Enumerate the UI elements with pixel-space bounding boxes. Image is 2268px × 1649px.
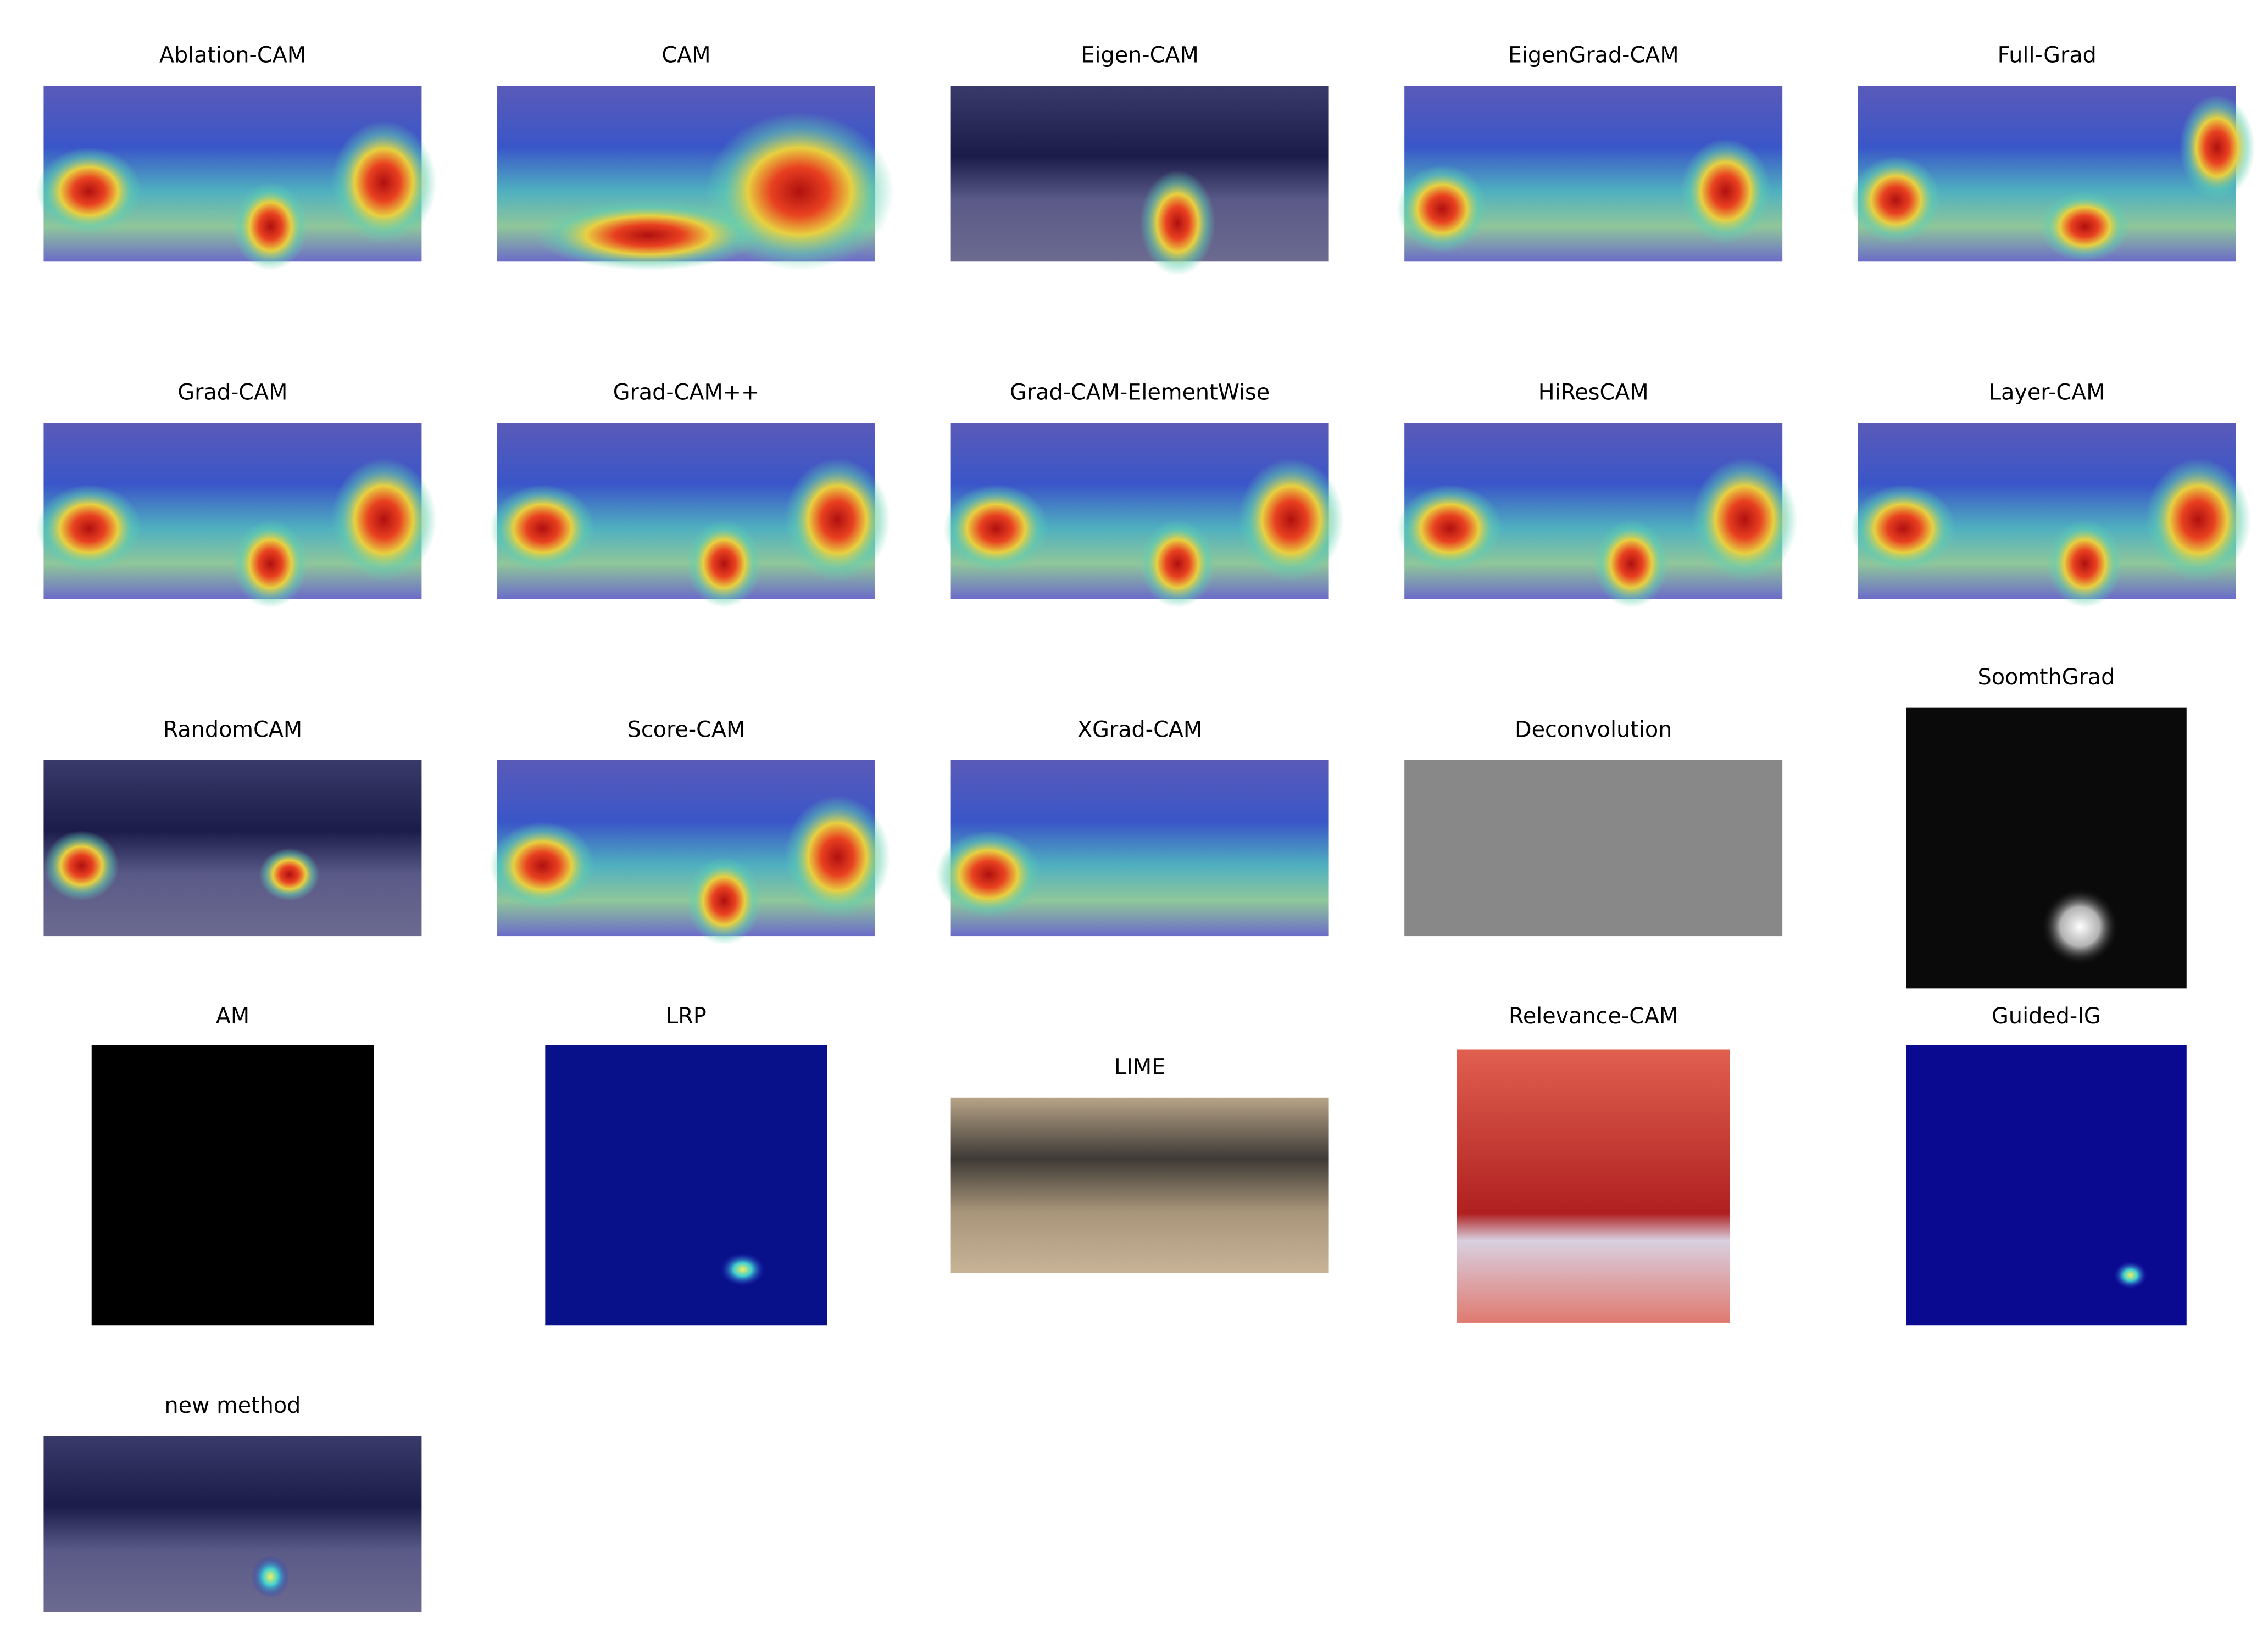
image-base bbox=[545, 1045, 827, 1326]
panel-image bbox=[1850, 86, 2255, 262]
panel-title: Ablation-CAM bbox=[159, 43, 306, 68]
panel-image bbox=[943, 423, 1344, 608]
heat-blob bbox=[943, 484, 1049, 573]
heat-blob bbox=[784, 795, 891, 919]
heat-blob bbox=[43, 830, 120, 901]
panel-title: HiResCAM bbox=[1538, 380, 1649, 405]
panel-image bbox=[490, 760, 891, 945]
panel-image bbox=[545, 1045, 827, 1326]
image-base bbox=[950, 86, 1329, 262]
image-base bbox=[1457, 1049, 1730, 1323]
panel-title: EigenGrad-CAM bbox=[1508, 43, 1679, 68]
panel-image bbox=[43, 760, 422, 937]
panel-image bbox=[490, 423, 891, 608]
heat-blob bbox=[1238, 458, 1344, 582]
panel-title: Score-CAM bbox=[627, 717, 746, 742]
heat-blob bbox=[2113, 1261, 2148, 1289]
heat-blob bbox=[259, 848, 320, 901]
panel-image bbox=[936, 760, 1329, 937]
image-base bbox=[43, 1436, 422, 1612]
heat-blob bbox=[535, 200, 762, 271]
heat-blob bbox=[490, 821, 596, 910]
heat-blob bbox=[1139, 520, 1216, 608]
panel-image bbox=[950, 86, 1329, 276]
heat-blob bbox=[2047, 520, 2123, 608]
heat-blob bbox=[686, 520, 762, 608]
panel-title: RandomCAM bbox=[163, 717, 302, 742]
heat-blob bbox=[490, 484, 596, 573]
panel-image bbox=[1404, 760, 1783, 937]
panel-title: Deconvolution bbox=[1515, 717, 1672, 742]
heat-blob bbox=[1850, 156, 1942, 244]
heat-blob bbox=[1139, 170, 1216, 276]
panel-title: SoomthGrad bbox=[1978, 665, 2115, 690]
panel-image bbox=[1457, 1049, 1730, 1323]
image-base bbox=[91, 1045, 374, 1326]
panel-image bbox=[1906, 707, 2187, 989]
panel-image bbox=[43, 1436, 422, 1612]
image-base bbox=[950, 1097, 1329, 1273]
heat-blob bbox=[784, 458, 891, 582]
panel-image bbox=[1850, 423, 2252, 608]
panel-image bbox=[36, 423, 437, 608]
heat-blob bbox=[1593, 520, 1669, 608]
panel-title: LRP bbox=[666, 1004, 707, 1029]
panel-title: Eigen-CAM bbox=[1081, 43, 1198, 68]
panel-title: new method bbox=[164, 1393, 301, 1418]
heat-blob bbox=[251, 1556, 290, 1598]
heat-blob bbox=[331, 121, 437, 244]
image-base bbox=[1404, 760, 1783, 937]
panel-title: Relevance-CAM bbox=[1509, 1004, 1678, 1029]
heat-blob bbox=[2041, 887, 2120, 966]
panel-title: XGrad-CAM bbox=[1077, 717, 1202, 742]
heat-blob bbox=[2145, 458, 2252, 582]
panel-title: CAM bbox=[662, 43, 710, 68]
panel-title: Grad-CAM bbox=[177, 380, 287, 405]
heat-blob bbox=[232, 520, 309, 608]
panel-image bbox=[497, 86, 894, 271]
panel-title: Guided-IG bbox=[1992, 1004, 2101, 1029]
image-base bbox=[1906, 1045, 2187, 1326]
panel-image bbox=[1397, 86, 1783, 262]
heat-blob bbox=[36, 484, 142, 573]
panel-title: Full-Grad bbox=[1998, 43, 2097, 68]
heat-blob bbox=[1850, 484, 1956, 573]
heat-blob bbox=[232, 182, 309, 271]
panel-title: AM bbox=[216, 1004, 249, 1029]
panel-title: LIME bbox=[1114, 1054, 1165, 1079]
heat-blob bbox=[720, 1252, 765, 1286]
heat-blob bbox=[331, 458, 437, 582]
panel-title: Grad-CAM++ bbox=[613, 380, 760, 405]
heat-blob bbox=[686, 857, 762, 945]
panel-image bbox=[36, 86, 437, 271]
heat-blob bbox=[1692, 458, 1798, 582]
heat-blob bbox=[2179, 94, 2255, 200]
heat-blob bbox=[36, 147, 142, 236]
heat-blob bbox=[1397, 165, 1488, 253]
panel-title: Grad-CAM-ElementWise bbox=[1010, 380, 1270, 405]
panel-image bbox=[1906, 1045, 2187, 1326]
heat-blob bbox=[1397, 484, 1503, 573]
heat-blob bbox=[936, 830, 1042, 919]
heat-blob bbox=[2039, 191, 2131, 262]
panel-title: Layer-CAM bbox=[1989, 380, 2105, 405]
panel-image bbox=[1397, 423, 1798, 608]
panel-image bbox=[950, 1097, 1329, 1273]
heat-blob bbox=[1680, 138, 1771, 244]
panel-image bbox=[91, 1045, 374, 1326]
